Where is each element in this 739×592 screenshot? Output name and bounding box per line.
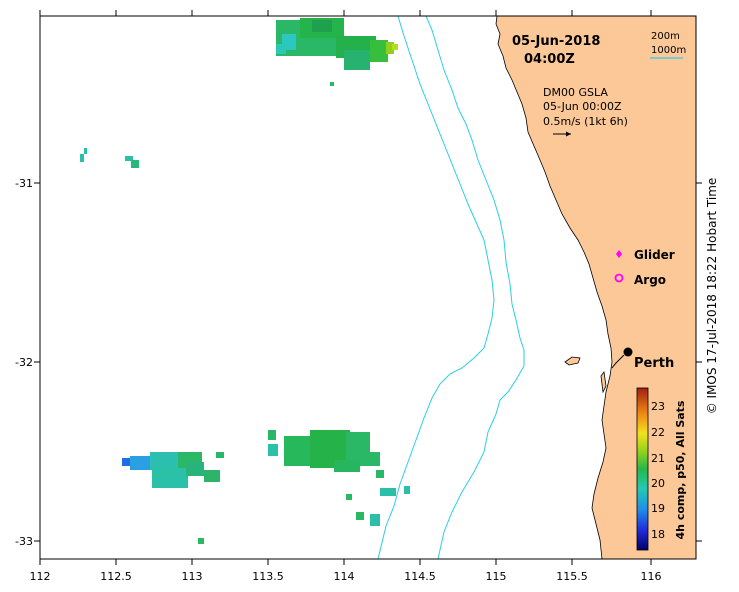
credit-text: © IMOS 17-Jul-2018 18:22 Hobart Time bbox=[705, 177, 719, 415]
velocity-scale-arrow bbox=[553, 131, 571, 137]
colorbar-ticks: 23 22 21 20 19 18 bbox=[651, 400, 665, 541]
sst-patch-south-central bbox=[268, 430, 410, 526]
argo-legend-label: Argo bbox=[634, 273, 666, 287]
legend-200m-label: 200m bbox=[651, 31, 680, 42]
plot-frame bbox=[39, 15, 697, 560]
argo-legend-icon bbox=[614, 273, 624, 283]
glider-legend-label: Glider bbox=[634, 248, 675, 262]
colorbar-tick-label: 22 bbox=[651, 426, 665, 439]
y-tick-label: -31 bbox=[15, 177, 33, 190]
colorbar-tick-label: 20 bbox=[651, 477, 665, 490]
colorbar bbox=[636, 387, 649, 551]
axis-ticks bbox=[34, 10, 702, 565]
perth-marker-icon bbox=[623, 347, 633, 357]
x-tick-label: 113.5 bbox=[252, 570, 284, 583]
x-tick-label: 115.5 bbox=[556, 570, 588, 583]
product-time: 05-Jun 00:00Z bbox=[543, 100, 622, 113]
contour-200m bbox=[425, 16, 525, 559]
rottnest-island bbox=[564, 356, 581, 366]
colorbar-label: 4h comp, p50, All Sats bbox=[674, 400, 687, 539]
contour-1000m bbox=[377, 16, 495, 559]
y-tick-label: -33 bbox=[15, 535, 33, 548]
colorbar-tick-label: 18 bbox=[651, 528, 665, 541]
legend-1000m-label: 1000m bbox=[651, 45, 686, 56]
x-tick-label: 115 bbox=[486, 570, 507, 583]
garden-island bbox=[600, 370, 607, 394]
x-tick-label: 114.5 bbox=[404, 570, 436, 583]
perth-label: Perth bbox=[634, 356, 674, 371]
product-name: DM00 GSLA bbox=[543, 86, 608, 99]
map-time: 04:00Z bbox=[524, 52, 575, 67]
velocity-scale-label: 0.5m/s (1kt 6h) bbox=[543, 115, 628, 128]
colorbar-tick-label: 19 bbox=[651, 502, 665, 515]
x-tick-label: 112 bbox=[30, 570, 51, 583]
perth-leader-line bbox=[611, 354, 625, 369]
x-tick-label: 113 bbox=[182, 570, 203, 583]
x-axis-labels: 112 112.5 113 113.5 114 114.5 115 115.5 … bbox=[30, 570, 662, 583]
colorbar-tick-label: 23 bbox=[651, 400, 665, 413]
colorbar-tick-label: 21 bbox=[651, 452, 665, 465]
glider-legend-icon bbox=[616, 250, 622, 258]
x-tick-label: 116 bbox=[641, 570, 662, 583]
map-date: 05-Jun-2018 bbox=[512, 34, 600, 49]
sst-patch-southwest bbox=[122, 452, 224, 544]
sst-patch-north bbox=[276, 18, 398, 86]
sst-patch-west bbox=[80, 148, 139, 168]
x-tick-label: 114 bbox=[334, 570, 355, 583]
x-tick-label: 112.5 bbox=[100, 570, 132, 583]
y-axis-labels: -31 -32 -33 bbox=[15, 177, 33, 548]
y-tick-label: -32 bbox=[15, 356, 33, 369]
